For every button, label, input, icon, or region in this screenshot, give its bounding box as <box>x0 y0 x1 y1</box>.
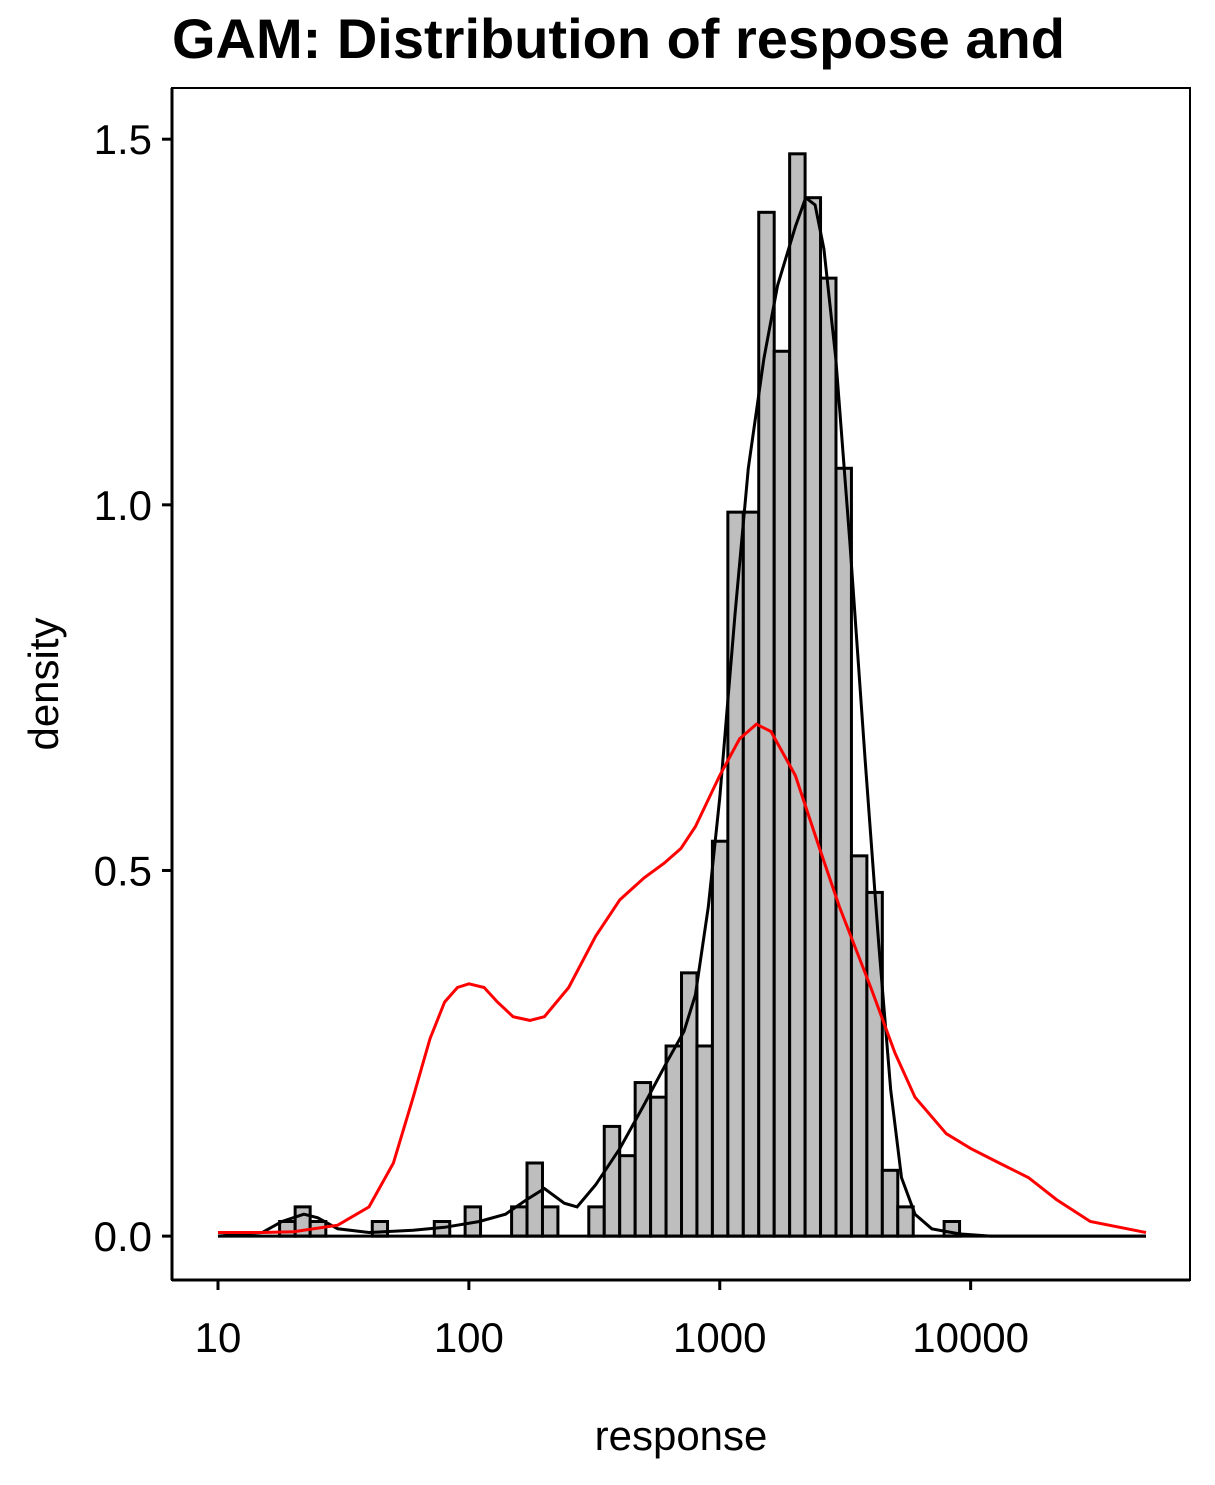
histogram-bar <box>695 1044 714 1238</box>
histogram-bar <box>834 466 853 1238</box>
y-axis-title: density <box>20 617 67 750</box>
histogram-bar <box>710 839 730 1238</box>
histogram-bar <box>788 152 807 1238</box>
histogram-bar <box>757 210 776 1238</box>
histogram-bar <box>664 1044 684 1238</box>
x-tick-label: 1000 <box>673 1314 766 1361</box>
histogram-bar <box>618 1154 637 1238</box>
histogram-bar <box>649 1095 668 1238</box>
fitted-density-line <box>218 722 1147 1234</box>
y-tick-label: 0.5 <box>94 847 152 894</box>
x-tick-label: 10000 <box>912 1314 1029 1361</box>
histogram-bars <box>278 152 962 1238</box>
histogram-bar <box>849 854 869 1238</box>
histogram-bar <box>370 1219 390 1238</box>
x-axis-ticks: 10 100 1000 10000 <box>195 1280 1029 1361</box>
x-tick-label: 10 <box>195 1314 242 1361</box>
histogram-bar <box>772 349 792 1238</box>
histogram-bar <box>587 1205 606 1238</box>
histogram-bar <box>819 276 838 1238</box>
y-tick-label: 1.5 <box>94 116 152 163</box>
histogram-bar <box>510 1205 529 1238</box>
histogram-bar <box>803 196 823 1238</box>
histogram-bar <box>278 1219 297 1238</box>
y-tick-label: 0.0 <box>94 1213 152 1260</box>
histogram-bar <box>896 1205 915 1238</box>
x-tick-label: 100 <box>434 1314 504 1361</box>
histogram-bar <box>602 1124 622 1238</box>
x-axis-title: response <box>595 1412 768 1459</box>
y-axis-ticks: 0.0 0.5 1.0 1.5 <box>94 116 172 1260</box>
histogram-bar <box>540 1205 560 1238</box>
chart-title: GAM: Distribution of respose and <box>172 7 1065 70</box>
observed-density-line <box>217 195 1146 1238</box>
y-tick-label: 1.0 <box>94 482 152 529</box>
histogram-bar <box>880 1168 900 1238</box>
histogram-bar <box>741 510 761 1238</box>
